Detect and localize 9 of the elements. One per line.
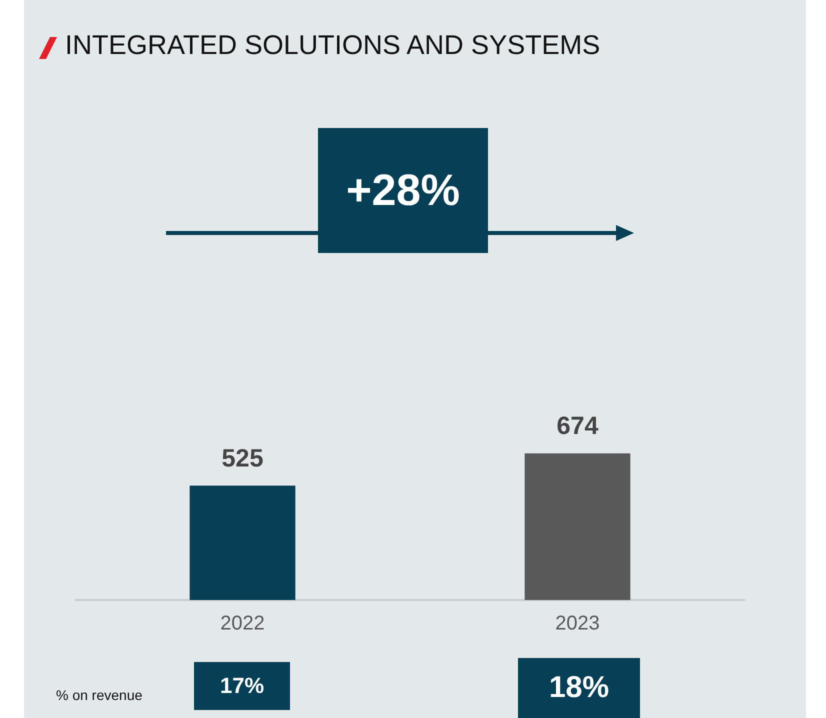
data-label: 525 (222, 444, 264, 472)
chart-title: INTEGRATED SOLUTIONS AND SYSTEMS (65, 30, 600, 61)
text: 18% (518, 658, 640, 718)
data-label: 674 (556, 412, 598, 440)
x-tick-label: 2022 (220, 612, 265, 635)
text: 17% (194, 662, 290, 710)
text: +28% (318, 128, 488, 253)
x-tick-label: 2023 (555, 612, 600, 635)
text: % on revenue (56, 686, 144, 706)
